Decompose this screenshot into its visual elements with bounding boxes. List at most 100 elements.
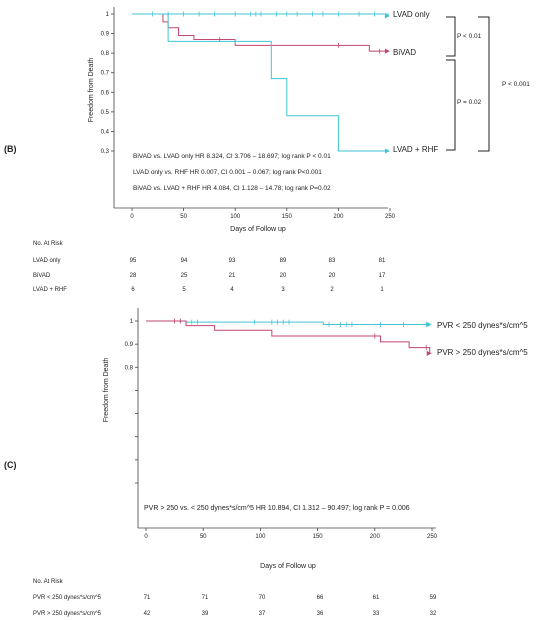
risk-cell: 95 (130, 258, 137, 264)
risk-cell: 70 (259, 595, 266, 601)
risk-cell: 93 (229, 258, 236, 264)
series-end-marker (426, 350, 432, 356)
x-tick-label: 200 (333, 214, 344, 220)
bracket-bivad-rhf (446, 59, 456, 151)
x-tick-label: 50 (200, 534, 207, 540)
panel-c-x-axis-label: Days of Follow up (260, 563, 316, 570)
panel-b-annotation-1: BiVAD vs. LVAD only HR 8.324, CI 3.706 –… (133, 153, 331, 160)
risk-row-label: PVR < 250 dynes*s/cm^5 (33, 595, 102, 601)
y-tick-label: 0.8 (101, 51, 110, 57)
risk-row-label: BiVAD (33, 273, 51, 279)
panel-c: (C) Freedom from Death 0.8 0.9 1 0 50 100 150 2… (4, 308, 528, 617)
x-tick-label: 100 (255, 534, 266, 540)
panel-b-x-axis-label: Days of Follow up (230, 226, 286, 233)
y-tick-label: 0.3 (101, 149, 110, 155)
risk-row-label: LVAD + RHF (33, 287, 67, 293)
risk-cell: 83 (329, 258, 336, 264)
series-line-0 (146, 320, 430, 325)
legend-label-pvr-low: PVR < 250 dynes*s/cm^5 (437, 321, 528, 330)
y-tick-label: 0.5 (101, 110, 110, 116)
y-tick-label: 0.8 (125, 365, 134, 371)
bracket-label-p3: P < 0.001 (502, 81, 530, 88)
risk-cell: 25 (181, 273, 188, 279)
legend-label-lvad-rhf: LVAD + RHF (393, 145, 438, 154)
y-tick-label: 0.7 (101, 71, 110, 77)
risk-cell: 36 (317, 611, 324, 617)
panel-c-annotation-1: PVR > 250 vs. < 250 dynes*s/cm^5 HR 10.8… (144, 505, 410, 512)
panel-b-annotation-2: LVAD only vs. RHF HR 0.007, CI 0.001 – 0… (133, 169, 322, 176)
legend-label-bivad: BiVAD (393, 48, 416, 57)
y-tick-label: 0.9 (125, 342, 134, 348)
legend-label-lvad-only: LVAD only (393, 10, 430, 19)
panel-b-y-axis-label: Freedom from Death (88, 58, 95, 123)
y-tick-label: 1 (130, 319, 134, 325)
risk-cell: 17 (379, 273, 386, 279)
panel-c-label: (C) (4, 460, 17, 470)
risk-table-title: No. At Risk (33, 241, 64, 247)
risk-cell: 1 (380, 287, 384, 293)
panel-b-risk-table: No. At Risk LVAD only 95 94 93 89 83 81 BiVAD 28… (33, 241, 386, 293)
x-tick-label: 100 (230, 214, 241, 220)
bracket-label-p2: P = 0.02 (457, 99, 482, 106)
panel-b-axes: 0.3 0.4 0.5 0.6 0.7 0.8 0.9 1 0 50 100 150 200 250 (101, 7, 396, 220)
risk-row-label: PVR > 250 dynes*s/cm^5 (33, 611, 102, 617)
risk-cell: 20 (280, 273, 287, 279)
x-tick-label: 150 (313, 534, 324, 540)
panel-b-annotation-3: BiVAD vs. LVAD + RHF HR 4.084, CI 1.128 … (133, 185, 331, 192)
risk-row-label: LVAD only (33, 258, 60, 264)
series-end-marker (384, 148, 390, 154)
risk-cell: 5 (182, 287, 186, 293)
risk-cell: 3 (281, 287, 285, 293)
x-tick-label: 0 (130, 214, 134, 220)
y-tick-label: 0.6 (101, 90, 110, 96)
series-end-marker (384, 13, 390, 19)
series-end-marker (426, 321, 432, 327)
risk-cell: 33 (373, 611, 380, 617)
series-end-marker (384, 48, 390, 54)
risk-table-title: No. At Risk (33, 579, 64, 585)
risk-cell: 89 (280, 258, 287, 264)
panel-c-y-axis-label: Freedom from Death (103, 358, 110, 423)
series-line-1 (146, 320, 431, 354)
risk-cell: 71 (202, 595, 209, 601)
risk-cell: 32 (430, 611, 437, 617)
y-tick-label: 1 (106, 12, 110, 18)
x-tick-label: 250 (385, 214, 396, 220)
risk-cell: 81 (379, 258, 386, 264)
risk-cell: 37 (259, 611, 266, 617)
x-tick-label: 0 (144, 534, 148, 540)
series-line-0 (132, 13, 389, 16)
x-tick-label: 200 (370, 534, 381, 540)
risk-cell: 28 (130, 273, 137, 279)
panel-b-plot-area (132, 11, 390, 154)
x-tick-label: 150 (282, 214, 293, 220)
x-tick-label: 50 (180, 214, 187, 220)
risk-cell: 2 (330, 287, 334, 293)
risk-cell: 21 (229, 273, 236, 279)
risk-cell: 59 (430, 595, 437, 601)
risk-cell: 20 (329, 273, 336, 279)
risk-cell: 61 (373, 595, 380, 601)
bracket-lvad-rhf (478, 16, 490, 152)
risk-cell: 71 (144, 595, 151, 601)
legend-label-pvr-high: PVR > 250 dynes*s/cm^5 (437, 348, 528, 357)
risk-cell: 94 (181, 258, 188, 264)
risk-cell: 42 (144, 611, 151, 617)
risk-cell: 6 (131, 287, 135, 293)
risk-cell: 39 (202, 611, 209, 617)
risk-cell: 4 (230, 287, 234, 293)
bracket-bivad-lvad (446, 16, 456, 57)
panel-b: (B) Freedom from Death 0.30.40.50.60.70.… (4, 7, 530, 293)
series-line-2 (132, 13, 388, 152)
x-tick-label: 250 (427, 534, 438, 540)
risk-cell: 66 (317, 595, 324, 601)
panel-c-axes: 0.8 0.9 1 0 50 100 150 200 250 (125, 308, 438, 540)
y-tick-label: 0.9 (101, 32, 110, 38)
y-tick-label: 0.4 (101, 129, 110, 135)
series-line-1 (132, 13, 388, 52)
panel-c-risk-table: No. At Risk PVR < 250 dynes*s/cm^5 71 71 70… (33, 579, 437, 617)
panel-c-plot-area (146, 318, 432, 356)
panel-b-label: (B) (4, 144, 17, 154)
bracket-label-p1: P < 0.01 (457, 33, 482, 40)
